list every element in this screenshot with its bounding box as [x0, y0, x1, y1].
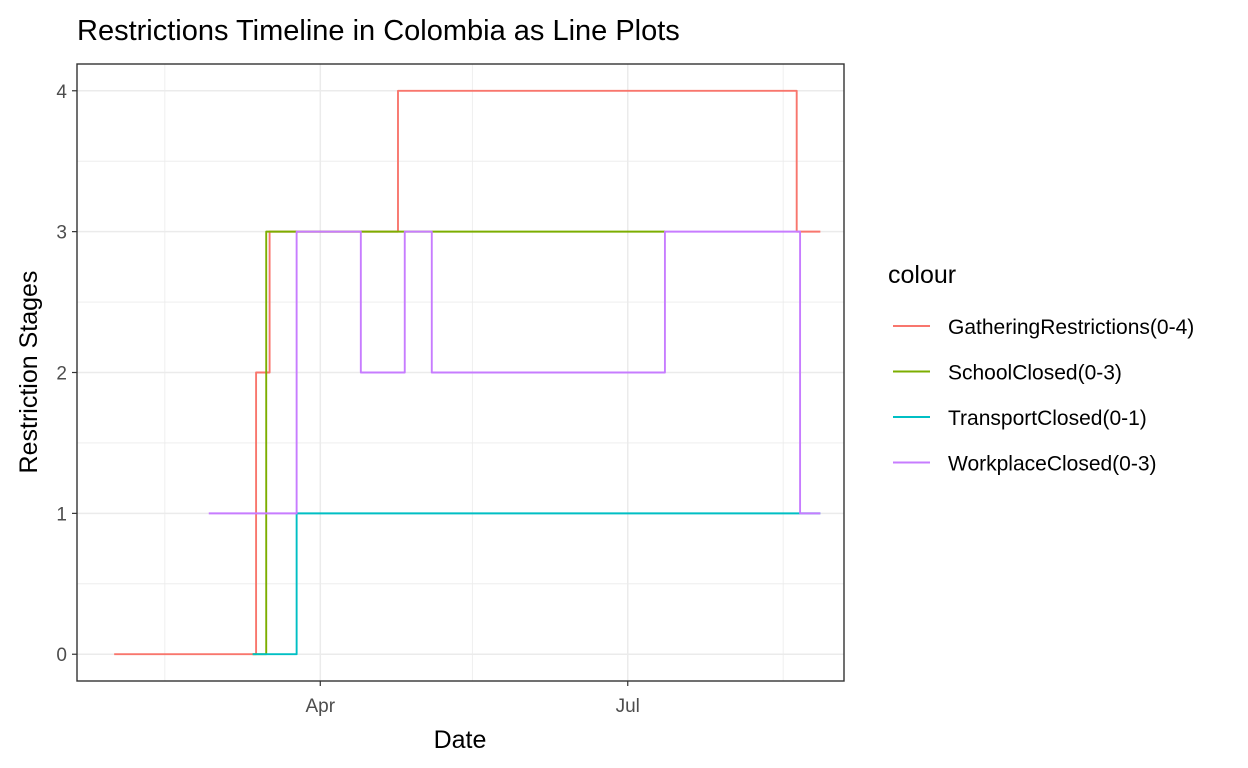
x-axis-title: Date [434, 726, 487, 754]
data-series [114, 89, 821, 656]
x-tick-label: Apr [305, 696, 335, 717]
y-tick-label: 0 [56, 645, 67, 666]
y-tick-label: 2 [56, 364, 67, 385]
y-tick-label: 3 [56, 223, 67, 244]
legend-label: WorkplaceClosed(0-3) [948, 453, 1157, 476]
chart-title: Restrictions Timeline in Colombia as Lin… [77, 15, 680, 47]
x-tick-label: Jul [616, 696, 640, 717]
legend: colour GatheringRestrictions(0-4) SchoolC… [888, 261, 1194, 476]
series-line [208, 230, 821, 515]
series-line [252, 512, 821, 656]
legend-items: GatheringRestrictions(0-4) SchoolClosed(0… [893, 316, 1194, 476]
legend-label: GatheringRestrictions(0-4) [948, 316, 1194, 339]
axes: 0 1 2 3 4 Apr Jul [56, 82, 639, 717]
legend-title: colour [888, 261, 956, 289]
y-tick-label: 4 [56, 82, 67, 103]
y-axis-title: Restriction Stages [15, 271, 43, 474]
legend-label: SchoolClosed(0-3) [948, 362, 1122, 385]
legend-label: TransportClosed(0-1) [948, 407, 1147, 430]
y-tick-label: 1 [56, 504, 67, 525]
